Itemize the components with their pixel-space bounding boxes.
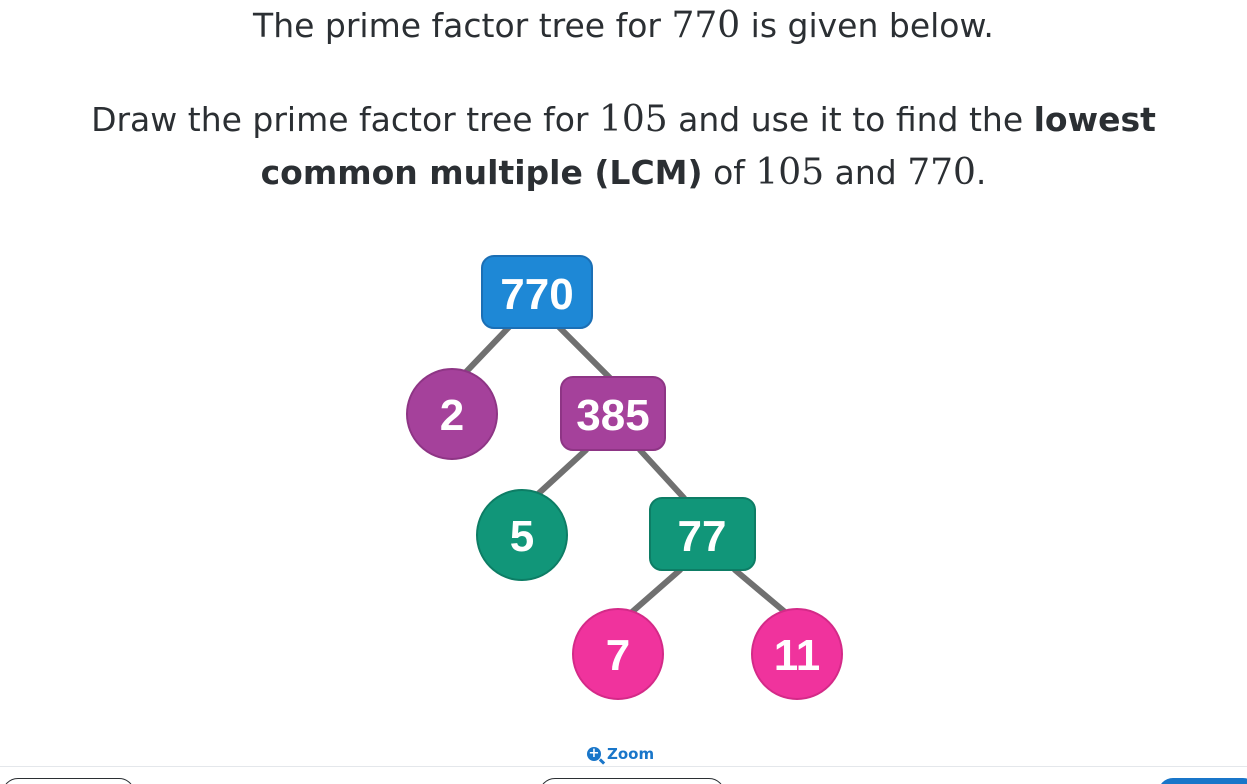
zoom-button[interactable]: + Zoom xyxy=(587,743,654,765)
math-number: 105 xyxy=(598,99,668,140)
node-label: 385 xyxy=(576,391,649,440)
node-label: 7 xyxy=(606,631,630,680)
tree-node-5: 5 xyxy=(476,489,568,581)
question-bold-text: lowest xyxy=(1033,100,1156,139)
node-label: 5 xyxy=(510,512,534,561)
tree-edge xyxy=(629,567,683,615)
tree-node-2: 2 xyxy=(406,368,498,460)
zoom-in-icon: + xyxy=(587,746,601,761)
tree-edge xyxy=(535,447,589,497)
question-text: . xyxy=(975,153,987,192)
tree-edge xyxy=(732,567,788,615)
tree-edge xyxy=(463,323,513,375)
tree-edges xyxy=(463,323,788,615)
tree-node-77: 77 xyxy=(649,497,756,571)
node-label: 11 xyxy=(774,631,821,680)
question-text: and use it to find the xyxy=(667,100,1034,139)
node-label: 770 xyxy=(500,270,573,319)
tree-node-385: 385 xyxy=(560,376,666,451)
node-label: 77 xyxy=(678,512,727,561)
question-line-3: common multiple (LCM) of 105 and 770. xyxy=(0,152,1247,193)
question-line-2: Draw the prime factor tree for 105 and u… xyxy=(0,99,1247,140)
tree-node-11: 11 xyxy=(751,608,843,700)
node-label: 2 xyxy=(440,391,464,440)
tree-edge xyxy=(637,447,687,501)
prime-factor-tree: 770 2 385 5 77 7 11 xyxy=(406,255,843,700)
question-text: and xyxy=(824,153,908,192)
math-number: 770 xyxy=(671,5,741,46)
tree-edge xyxy=(555,323,613,381)
tree-node-7: 7 xyxy=(572,608,664,700)
question-text: The prime factor tree for xyxy=(253,6,672,45)
question-text: Draw the prime factor tree for xyxy=(91,100,599,139)
tree-node-770: 770 xyxy=(481,255,593,329)
question-bold-text: common multiple (LCM) xyxy=(260,153,703,192)
question-text: is given below. xyxy=(740,6,994,45)
question-line-1: The prime factor tree for 770 is given b… xyxy=(0,5,1247,46)
question-text: of xyxy=(702,153,756,192)
footer-left-button[interactable] xyxy=(2,778,135,784)
footer-right-button[interactable] xyxy=(1158,778,1247,784)
zoom-label: Zoom xyxy=(607,745,655,763)
math-number: 770 xyxy=(907,152,976,193)
footer-divider xyxy=(0,766,1247,767)
footer-middle-button[interactable] xyxy=(539,778,725,784)
math-number: 105 xyxy=(755,152,825,193)
